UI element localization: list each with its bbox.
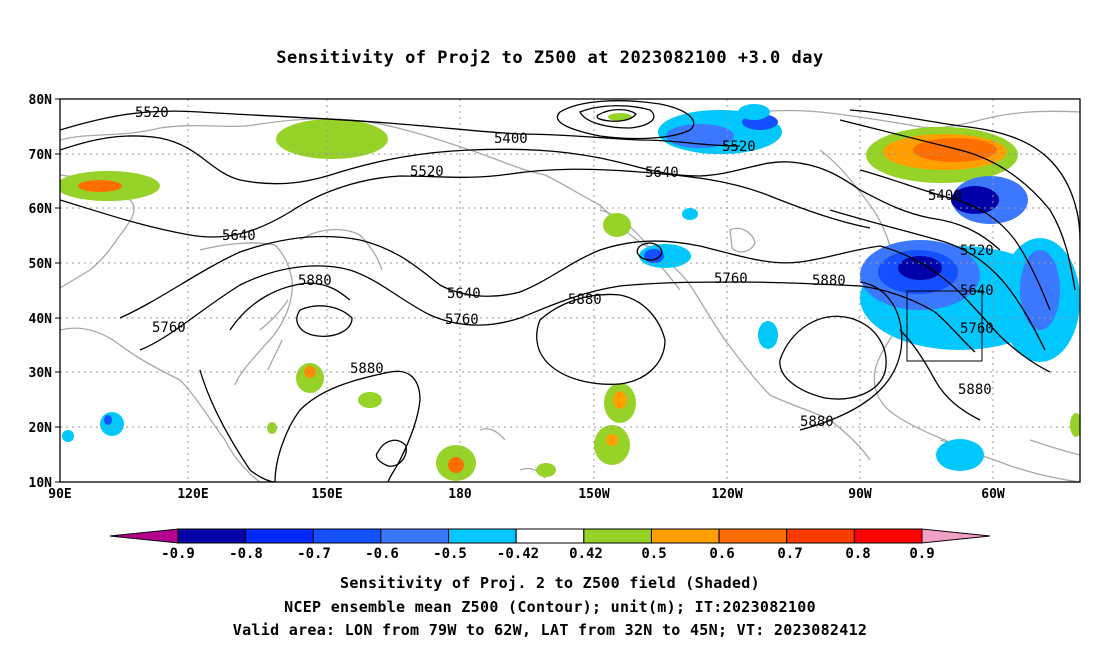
lon-label: 90W [848, 487, 872, 502]
lat-labels: 80N 70N 60N 50N 40N 30N 20N 10N [29, 93, 53, 491]
colorbar-labels: -0.9 -0.8 -0.7 -0.6 -0.5 -0.42 0.42 0.5 … [161, 546, 935, 562]
contour-label: 5880 [568, 292, 602, 308]
lon-label: 120E [177, 487, 208, 502]
contour-label: 5520 [960, 243, 994, 259]
lat-label: 70N [29, 148, 53, 163]
colorbar-cell [515, 528, 585, 544]
colorbar-cell [312, 528, 382, 544]
colorbar-label: -0.9 [161, 546, 195, 562]
z500-contours [60, 100, 1080, 482]
contour-label: 5760 [152, 320, 186, 336]
colorbar-max-triangle [921, 528, 991, 544]
plot-title: Sensitivity of Proj2 to Z500 at 20230821… [276, 48, 824, 68]
colorbar-cell [448, 528, 517, 544]
valid-area-box [906, 290, 983, 362]
colorbar-cell [380, 528, 450, 544]
contour-label: 5400 [494, 131, 528, 147]
lat-label: 50N [29, 257, 53, 272]
colorbar-cell [583, 528, 652, 544]
contour-label: 5640 [960, 283, 994, 299]
contour-label: 5640 [645, 165, 679, 181]
contour-label: 5880 [350, 361, 384, 377]
colorbar-label: 0.5 [641, 546, 666, 562]
graticule [60, 99, 1080, 482]
lat-label: 30N [29, 366, 53, 381]
contour-label: 5880 [958, 382, 992, 398]
lon-label: 60W [981, 487, 1005, 502]
contour-label: 5880 [298, 273, 332, 289]
lat-label: 20N [29, 421, 53, 436]
contour-label: 5760 [714, 271, 748, 287]
lat-label: 80N [29, 93, 53, 108]
lat-label: 60N [29, 202, 53, 217]
lat-label: 10N [29, 476, 53, 491]
contour-label: 5880 [800, 414, 834, 430]
colorbar-label: -0.5 [433, 546, 467, 562]
colorbar [109, 528, 991, 544]
axis-ticks [55, 98, 60, 483]
colorbar-label: -0.7 [297, 546, 331, 562]
sensitivity-shading [60, 104, 1080, 481]
contour-label: 5640 [222, 228, 256, 244]
contour-label: 5760 [445, 312, 479, 328]
contour-label: 5880 [812, 273, 846, 289]
colorbar-label: -0.42 [497, 546, 539, 562]
colorbar-cell [245, 528, 314, 544]
colorbar-cell [853, 528, 923, 544]
lon-label: 120W [711, 487, 742, 502]
plot-frame [59, 98, 1081, 483]
contour-labels: 5520 5400 5520 5520 5640 5640 5880 5640 … [135, 105, 994, 430]
contour-label: 5400 [928, 188, 962, 204]
colorbar-cell [786, 528, 855, 544]
contour-label: 5520 [135, 105, 169, 121]
lat-label: 40N [29, 312, 53, 327]
colorbar-label: -0.8 [229, 546, 263, 562]
footer-line-valid-area: Valid area: LON from 79W to 62W, LAT fro… [232, 621, 868, 639]
colorbar-label: 0.7 [777, 546, 802, 562]
colorbar-cell [650, 528, 720, 544]
colorbar-cell [177, 528, 247, 544]
colorbar-label: -0.6 [365, 546, 399, 562]
colorbar-cell [718, 528, 788, 544]
colorbar-label: 0.42 [569, 546, 603, 562]
footer-line-shaded: Sensitivity of Proj. 2 to Z500 field (Sh… [340, 574, 760, 592]
contour-label: 5520 [722, 139, 756, 155]
colorbar-label: 0.9 [909, 546, 934, 562]
colorbar-label: 0.8 [845, 546, 870, 562]
lon-label: 90E [48, 487, 71, 502]
lon-label: 150W [578, 487, 609, 502]
contour-label: 5640 [447, 286, 481, 302]
footer-line-contour: NCEP ensemble mean Z500 (Contour); unit(… [284, 598, 816, 616]
lon-labels: 90E 120E 150E 180 150W 120W 90W 60W [48, 487, 1005, 502]
contour-label: 5760 [960, 321, 994, 337]
lon-label: 150E [311, 487, 342, 502]
colorbar-min-triangle [109, 528, 179, 544]
colorbar-label: 0.6 [709, 546, 734, 562]
lon-label: 180 [448, 487, 472, 502]
contour-label: 5520 [410, 164, 444, 180]
